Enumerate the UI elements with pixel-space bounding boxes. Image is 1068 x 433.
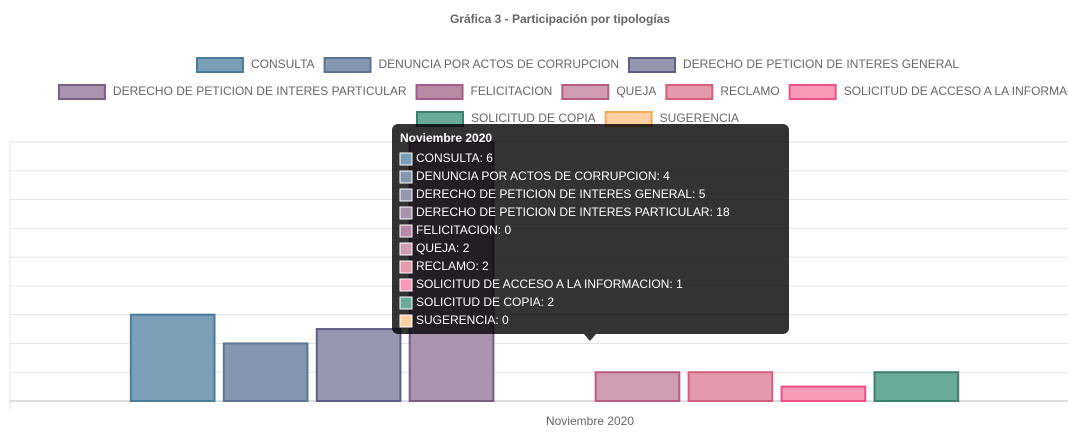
tooltip-swatch (399, 314, 413, 328)
tooltip: Noviembre 2020 CONSULTA: 6 DENUNCIA POR AC… (392, 124, 789, 341)
bar (315, 328, 402, 402)
legend-swatch (415, 84, 464, 100)
bar (222, 342, 309, 403)
tooltip-swatch (399, 188, 413, 202)
tooltip-name: CONSULTA (416, 151, 480, 165)
legend: CONSULTA DENUNCIA POR ACTOS DE CORRUPCION… (57, 57, 1068, 127)
legend-item: DERECHO DE PETICION DE INTERES PARTICULA… (57, 84, 407, 100)
tooltip-line: CONSULTA: 6 (416, 151, 493, 165)
chart-title: Gráfica 3 - Participación por tipologías (450, 12, 670, 26)
tooltip-name: DERECHO DE PETICION DE INTERES GENERAL (416, 187, 692, 201)
legend-swatch (604, 111, 653, 127)
bar (780, 385, 867, 403)
tooltip-box (392, 124, 789, 334)
legend-label: SOLICITUD DE ACCESO A LA INFORMACION (844, 84, 1068, 98)
tooltip-line: QUEJA: 2 (416, 241, 470, 255)
tooltip-swatch (399, 152, 413, 166)
tooltip-caret (584, 334, 596, 341)
tooltip-value: 2 (482, 259, 489, 273)
legend-swatch (323, 57, 372, 73)
legend-item: FELICITACION (415, 84, 553, 100)
legend-item: DERECHO DE PETICION DE INTERES GENERAL (628, 57, 959, 73)
tooltip-swatch (399, 206, 413, 220)
bar (687, 371, 774, 403)
legend-item: RECLAMO (665, 84, 780, 100)
legend-label: SUGERENCIA (660, 111, 739, 125)
tooltip-value: 0 (502, 313, 509, 327)
tooltip-title: Noviembre 2020 (400, 131, 492, 145)
tooltip-swatch (399, 278, 413, 292)
tooltip-value: 1 (676, 277, 683, 291)
tooltip-name: FELICITACION (416, 223, 498, 237)
legend-item: SOLICITUD DE ACCESO A LA INFORMACION (788, 84, 1068, 100)
legend-label: RECLAMO (720, 84, 779, 98)
legend-label: DERECHO DE PETICION DE INTERES GENERAL (683, 57, 959, 71)
tooltip-name: DENUNCIA POR ACTOS DE CORRUPCION (416, 169, 656, 183)
tooltip-line: SOLICITUD DE COPIA: 2 (416, 295, 554, 309)
legend-label: CONSULTA (251, 57, 315, 71)
tooltip-name: SOLICITUD DE ACCESO A LA INFORMACION (416, 277, 669, 291)
tooltip-swatch (399, 296, 413, 310)
tooltip-value: 4 (663, 169, 670, 183)
legend-item: QUEJA (561, 84, 656, 100)
tooltip-value: 5 (699, 187, 706, 201)
legend-label: QUEJA (616, 84, 656, 98)
bar (129, 313, 216, 402)
tooltip-name: RECLAMO (416, 259, 475, 273)
tooltip-swatch (399, 224, 413, 238)
bar (873, 371, 960, 403)
tooltip-line: DERECHO DE PETICION DE INTERES PARTICULA… (416, 205, 730, 219)
x-tick-label: Noviembre 2020 (546, 414, 634, 428)
legend-item: SUGERENCIA (604, 111, 739, 127)
tooltip-swatch (399, 242, 413, 256)
tooltip-line: SUGERENCIA: 0 (416, 313, 509, 327)
tooltip-name: QUEJA (416, 241, 456, 255)
legend-label: SOLICITUD DE COPIA (471, 111, 596, 125)
tooltip-swatch (399, 260, 413, 274)
legend-swatch (788, 84, 837, 100)
tooltip-swatch (399, 170, 413, 184)
tooltip-name: SOLICITUD DE COPIA (416, 295, 541, 309)
tooltip-line: SOLICITUD DE ACCESO A LA INFORMACION: 1 (416, 277, 683, 291)
legend-label: DERECHO DE PETICION DE INTERES PARTICULA… (113, 84, 407, 98)
legend-swatch (561, 84, 610, 100)
legend-item: DENUNCIA POR ACTOS DE CORRUPCION (323, 57, 619, 73)
legend-label: FELICITACION (471, 84, 553, 98)
tooltip-line: DENUNCIA POR ACTOS DE CORRUPCION: 4 (416, 169, 670, 183)
bar (594, 371, 681, 403)
tooltip-value: 2 (463, 241, 470, 255)
tooltip-line: DERECHO DE PETICION DE INTERES GENERAL: … (416, 187, 706, 201)
tooltip-value: 2 (547, 295, 554, 309)
tooltip-value: 18 (716, 205, 730, 219)
legend-item: SOLICITUD DE COPIA (415, 111, 596, 127)
legend-swatch (415, 111, 464, 127)
legend-label: DENUNCIA POR ACTOS DE CORRUPCION (379, 57, 619, 71)
tooltip-name: SUGERENCIA (416, 313, 495, 327)
tooltip-line: FELICITACION: 0 (416, 223, 511, 237)
legend-swatch (628, 57, 676, 73)
legend-swatch (195, 57, 244, 73)
tooltip-line: RECLAMO: 2 (416, 259, 489, 273)
tooltip-value: 0 (504, 223, 511, 237)
legend-swatch (57, 84, 106, 100)
tooltip-value: 6 (486, 151, 493, 165)
legend-item: CONSULTA (195, 57, 315, 73)
legend-swatch (665, 84, 714, 100)
tooltip-name: DERECHO DE PETICION DE INTERES PARTICULA… (416, 205, 710, 219)
